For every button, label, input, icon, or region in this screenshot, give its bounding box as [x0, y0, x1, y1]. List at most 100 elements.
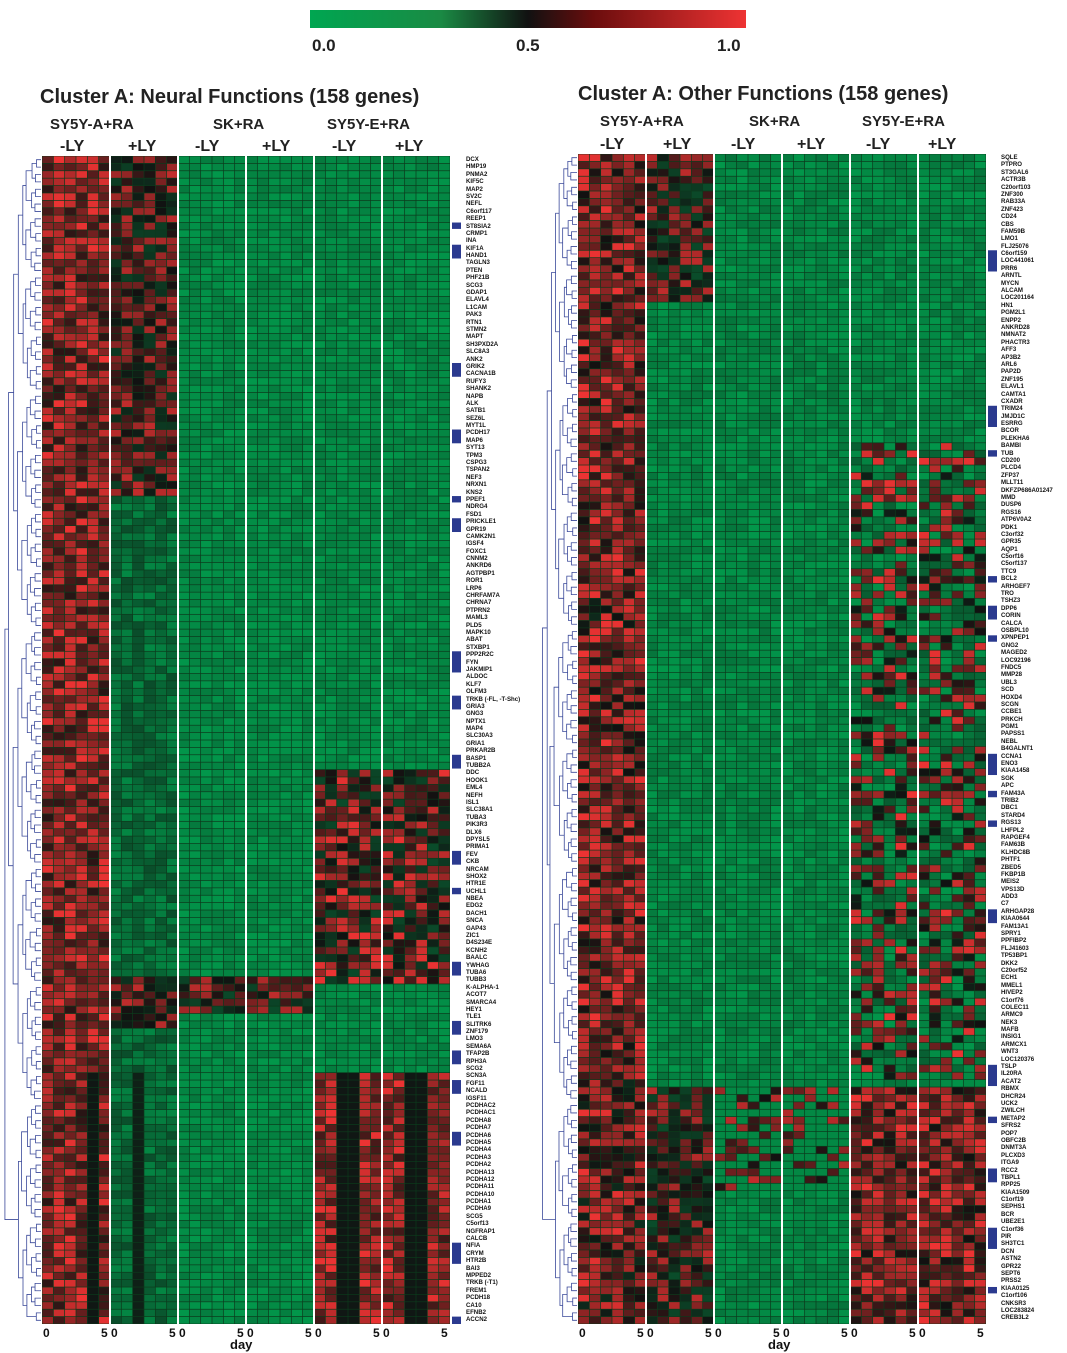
heatmap-cell	[65, 171, 76, 178]
heatmap-cell	[144, 747, 155, 755]
heatmap-cell	[155, 1117, 167, 1125]
dendrogram-branch	[36, 780, 41, 789]
heatmap-cell	[189, 895, 201, 903]
heatmap-cell	[110, 747, 121, 755]
heatmap-cell	[42, 415, 53, 422]
heatmap-cell	[167, 880, 178, 888]
heatmap-cell	[99, 378, 110, 385]
heatmap-cell	[280, 400, 291, 407]
heatmap-cell	[99, 222, 110, 230]
heatmap-cell	[212, 466, 223, 474]
heatmap-cell	[155, 1073, 167, 1080]
heatmap-cell	[246, 976, 257, 984]
heatmap-cell	[235, 282, 246, 289]
heatmap-cell	[427, 185, 439, 193]
heatmap-cell	[201, 599, 212, 607]
heatmap-cell	[223, 474, 235, 481]
heatmap-cell	[314, 814, 325, 821]
heatmap-cell	[76, 1095, 87, 1102]
heatmap-cell	[269, 1050, 280, 1058]
heatmap-cell	[382, 171, 393, 178]
heatmap-cell	[99, 208, 110, 215]
heatmap-cell	[144, 984, 155, 991]
heatmap-cell	[439, 873, 450, 881]
heatmap-cell	[416, 1087, 427, 1095]
heatmap-cell	[359, 208, 371, 215]
heatmap-cell	[167, 622, 178, 629]
heatmap-cell	[110, 1109, 121, 1117]
heatmap-cell	[371, 304, 382, 311]
heatmap-cell	[337, 1109, 348, 1117]
heatmap-cell	[371, 1073, 382, 1080]
heatmap-cell	[110, 1021, 121, 1028]
heatmap-cell	[155, 932, 167, 940]
heatmap-cell	[235, 496, 246, 504]
heatmap-cell	[405, 481, 416, 489]
heatmap-cell	[121, 1124, 133, 1132]
heatmap-cell	[133, 304, 144, 311]
heatmap-cell	[212, 939, 223, 947]
heatmap-cell	[325, 843, 337, 851]
heatmap-cell	[212, 570, 223, 578]
heatmap-cell	[257, 429, 269, 437]
heatmap-cell	[359, 651, 371, 659]
heatmap-cell	[42, 489, 53, 496]
heatmap-cell	[280, 407, 291, 415]
heatmap-cell	[427, 496, 439, 504]
heatmap-cell	[348, 910, 359, 918]
heatmap-cell	[76, 222, 87, 230]
heatmap-cell	[121, 821, 133, 829]
heatmap-cell	[393, 1050, 405, 1058]
heatmap-cell	[405, 452, 416, 459]
heatmap-cell	[133, 607, 144, 614]
heatmap-cell	[201, 622, 212, 629]
heatmap-cell	[257, 681, 269, 688]
heatmap-cell	[439, 1080, 450, 1088]
heatmap-cell	[178, 599, 189, 607]
heatmap-cell	[246, 843, 257, 851]
heatmap-cell	[371, 984, 382, 991]
heatmap-cell	[280, 452, 291, 459]
heatmap-cell	[291, 385, 303, 393]
heatmap-cell	[223, 1058, 235, 1065]
heatmap-cell	[393, 474, 405, 481]
heatmap-cell	[348, 378, 359, 385]
heatmap-cell	[223, 599, 235, 607]
heatmap-cell	[280, 1021, 291, 1028]
heatmap-cell	[155, 363, 167, 371]
heatmap-cell	[155, 999, 167, 1006]
heatmap-cell	[405, 1109, 416, 1117]
heatmap-cell	[246, 599, 257, 607]
heatmap-cell	[144, 629, 155, 637]
heatmap-cell	[212, 230, 223, 237]
heatmap-cell	[223, 540, 235, 548]
heatmap-cell	[42, 518, 53, 526]
heatmap-cell	[405, 688, 416, 696]
heatmap-cell	[144, 370, 155, 378]
heatmap-cell	[291, 932, 303, 940]
heatmap-cell	[325, 466, 337, 474]
heatmap-cell	[337, 599, 348, 607]
heatmap-cell	[65, 208, 76, 215]
heatmap-cell	[87, 163, 99, 171]
heatmap-cell	[314, 718, 325, 725]
heatmap-cell	[65, 880, 76, 888]
heatmap-cell	[167, 814, 178, 821]
heatmap-cell	[178, 999, 189, 1006]
heatmap-cell	[427, 962, 439, 969]
heatmap-cell	[133, 237, 144, 245]
heatmap-cell	[65, 836, 76, 844]
heatmap-cell	[144, 1036, 155, 1043]
heatmap-cell	[133, 481, 144, 489]
heatmap-cell	[439, 799, 450, 807]
heatmap-cell	[348, 688, 359, 696]
heatmap-cell	[189, 289, 201, 297]
heatmap-cell	[87, 437, 99, 444]
heatmap-cell	[87, 489, 99, 496]
heatmap-cell	[99, 311, 110, 319]
heatmap-cell	[439, 274, 450, 282]
heatmap-cell	[99, 614, 110, 622]
heatmap-cell	[121, 163, 133, 171]
heatmap-cell	[144, 1058, 155, 1065]
heatmap-cell	[371, 769, 382, 777]
